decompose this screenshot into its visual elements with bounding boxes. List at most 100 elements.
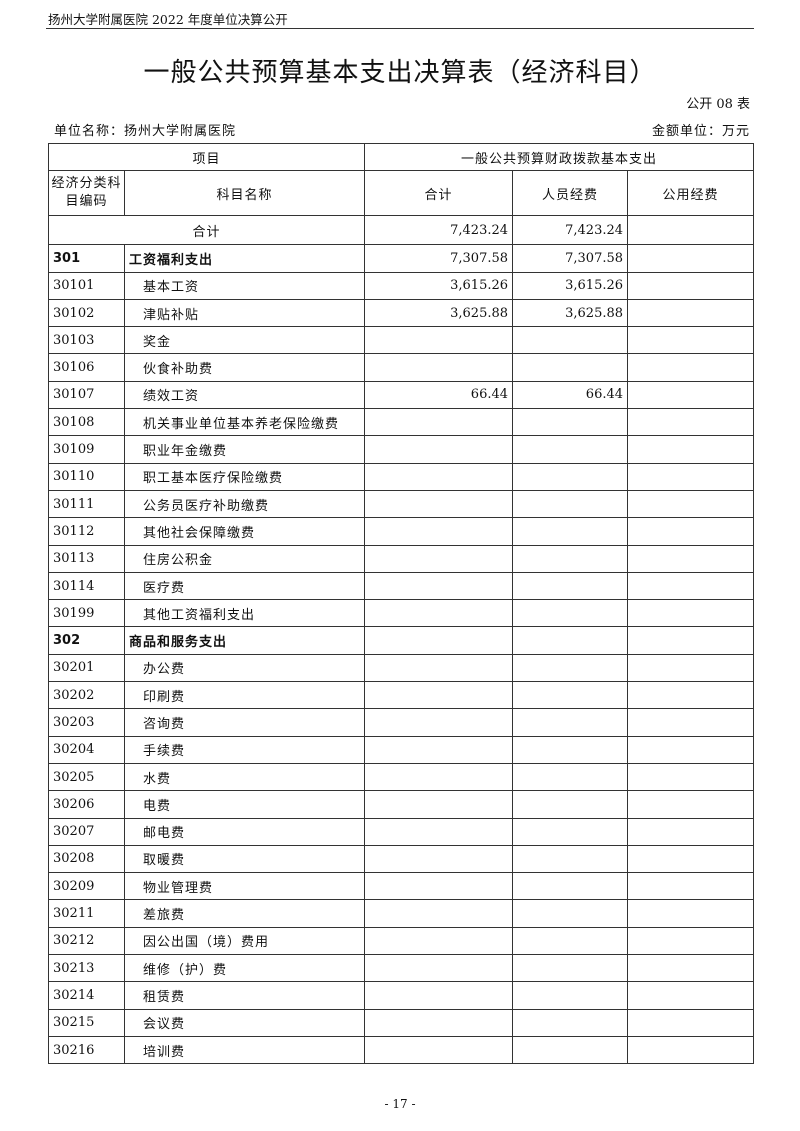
row-code: 30213 bbox=[48, 954, 125, 983]
row-code: 30202 bbox=[48, 681, 125, 710]
row-total bbox=[364, 926, 514, 956]
row-personnel bbox=[512, 462, 629, 491]
row-public bbox=[627, 244, 755, 273]
total-public bbox=[627, 215, 755, 246]
row-code: 30106 bbox=[48, 353, 125, 382]
row-personnel bbox=[512, 517, 629, 546]
table-row: 30112 其他社会保障缴费 bbox=[48, 517, 755, 546]
row-code: 30215 bbox=[48, 1008, 125, 1037]
row-total bbox=[364, 489, 514, 519]
row-public bbox=[627, 544, 755, 573]
row-personnel: 66.44 bbox=[512, 380, 629, 410]
row-name: 取暖费 bbox=[123, 844, 366, 874]
total-total: 7,423.24 bbox=[364, 215, 514, 246]
row-total bbox=[364, 735, 514, 764]
row-name: 医疗费 bbox=[123, 571, 366, 601]
table-row: 30216 培训费 bbox=[48, 1035, 755, 1065]
unit-name: 单位名称：扬州大学附属医院 bbox=[54, 124, 237, 139]
row-public bbox=[627, 1035, 755, 1065]
row-personnel bbox=[512, 1008, 629, 1037]
row-code: 30211 bbox=[48, 899, 125, 928]
row-name: 奖金 bbox=[123, 326, 366, 355]
row-name: 维修（护）费 bbox=[123, 954, 366, 983]
row-code: 30208 bbox=[48, 844, 125, 874]
row-total bbox=[364, 872, 514, 901]
page-number: - 17 - bbox=[384, 1097, 416, 1111]
row-personnel bbox=[512, 326, 629, 355]
table-row: 30208 取暖费 bbox=[48, 844, 755, 874]
row-name: 住房公积金 bbox=[123, 544, 366, 573]
row-personnel bbox=[512, 735, 629, 764]
row-code: 30216 bbox=[48, 1035, 125, 1065]
row-personnel bbox=[512, 681, 629, 710]
row-code: 30204 bbox=[48, 735, 125, 764]
table-row: 30202 印刷费 bbox=[48, 681, 755, 710]
table-row: 30109 职业年金缴费 bbox=[48, 435, 755, 464]
col-total: 合计 bbox=[364, 170, 514, 217]
row-public bbox=[627, 271, 755, 300]
col-personnel: 人员经费 bbox=[512, 170, 629, 217]
table-row: 30108 机关事业单位基本养老保险缴费 bbox=[48, 408, 755, 437]
row-name: 培训费 bbox=[123, 1035, 366, 1065]
row-code: 30205 bbox=[48, 762, 125, 792]
row-name: 印刷费 bbox=[123, 681, 366, 710]
row-name: 邮电费 bbox=[123, 817, 366, 846]
row-public bbox=[627, 817, 755, 846]
row-code: 30103 bbox=[48, 326, 125, 355]
row-public bbox=[627, 489, 755, 519]
table-row: 30213 维修（护）费 bbox=[48, 954, 755, 983]
header-group: 一般公共预算财政拨款基本支出 bbox=[364, 142, 755, 172]
row-personnel bbox=[512, 817, 629, 846]
row-personnel bbox=[512, 653, 629, 683]
row-personnel bbox=[512, 489, 629, 519]
table-row: 301 工资福利支出 7,307.58 7,307.58 bbox=[48, 244, 755, 273]
row-total bbox=[364, 790, 514, 819]
row-public bbox=[627, 735, 755, 764]
row-public bbox=[627, 435, 755, 464]
table-row: 30113 住房公积金 bbox=[48, 544, 755, 573]
row-name: 物业管理费 bbox=[123, 872, 366, 901]
row-total bbox=[364, 626, 514, 655]
row-code: 301 bbox=[48, 244, 125, 273]
col-code: 经济分类科目编码 bbox=[48, 170, 125, 217]
row-total bbox=[364, 462, 514, 491]
table-row: 30203 咨询费 bbox=[48, 708, 755, 737]
row-code: 302 bbox=[48, 626, 125, 655]
row-total bbox=[364, 844, 514, 874]
row-public bbox=[627, 653, 755, 683]
row-code: 30109 bbox=[48, 435, 125, 464]
table-row: 30209 物业管理费 bbox=[48, 872, 755, 901]
row-public bbox=[627, 1008, 755, 1037]
table-row: 302 商品和服务支出 bbox=[48, 626, 755, 655]
row-code: 30206 bbox=[48, 790, 125, 819]
row-public bbox=[627, 298, 755, 328]
row-public bbox=[627, 872, 755, 901]
table-row: 30214 租赁费 bbox=[48, 981, 755, 1010]
table-row: 30199 其他工资福利支出 bbox=[48, 599, 755, 628]
row-personnel bbox=[512, 762, 629, 792]
table-row: 30111 公务员医疗补助缴费 bbox=[48, 489, 755, 519]
row-code: 30111 bbox=[48, 489, 125, 519]
row-total bbox=[364, 353, 514, 382]
row-personnel bbox=[512, 626, 629, 655]
row-name: 伙食补助费 bbox=[123, 353, 366, 382]
row-personnel bbox=[512, 981, 629, 1010]
row-name: 办公费 bbox=[123, 653, 366, 683]
row-personnel bbox=[512, 599, 629, 628]
row-name: 职工基本医疗保险缴费 bbox=[123, 462, 366, 491]
row-public bbox=[627, 353, 755, 382]
row-total: 3,625.88 bbox=[364, 298, 514, 328]
row-personnel bbox=[512, 708, 629, 737]
money-unit: 金额单位：万元 bbox=[651, 124, 750, 139]
row-name: 其他社会保障缴费 bbox=[123, 517, 366, 546]
table-row: 30114 医疗费 bbox=[48, 571, 755, 601]
row-total bbox=[364, 408, 514, 437]
row-personnel bbox=[512, 435, 629, 464]
row-code: 30212 bbox=[48, 926, 125, 956]
row-public bbox=[627, 926, 755, 956]
running-header: 扬州大学附属医院 2022 年度单位决算公开 bbox=[48, 12, 288, 27]
row-name: 差旅费 bbox=[123, 899, 366, 928]
row-public bbox=[627, 626, 755, 655]
row-code: 30214 bbox=[48, 981, 125, 1010]
